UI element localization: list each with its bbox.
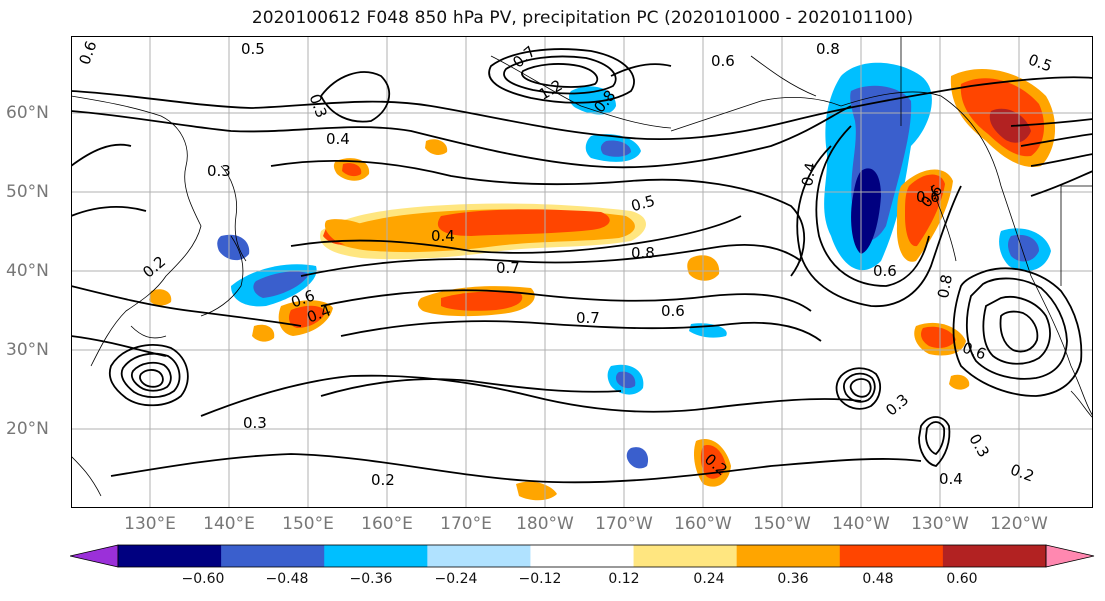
precip-neg-pacific-nw-core bbox=[1008, 234, 1039, 262]
colorbar-segment bbox=[324, 545, 428, 567]
lon-label: 160°W bbox=[674, 514, 732, 534]
precip-pos-hawaii-south-core bbox=[700, 445, 726, 479]
colorbar-segment bbox=[839, 545, 944, 567]
colorbar-segment bbox=[427, 545, 531, 567]
contour-label: 0.2 bbox=[371, 471, 395, 489]
precip-neg-subtropic bbox=[626, 447, 649, 469]
lon-label: 130°W bbox=[911, 514, 969, 534]
lon-label: 180°W bbox=[516, 514, 574, 534]
precip-shading bbox=[149, 62, 1056, 501]
graticule bbox=[71, 36, 1093, 508]
lat-label: 60°N bbox=[6, 103, 49, 123]
colorbar-segment bbox=[942, 545, 1047, 567]
colorbar-tick-label: −0.36 bbox=[349, 571, 393, 587]
colorbar-tick-label: 0.60 bbox=[946, 571, 978, 587]
colorbar-tick-label: 0.36 bbox=[777, 571, 809, 587]
contour-label: 0.8 bbox=[934, 273, 956, 300]
colorbar-segment bbox=[530, 545, 635, 567]
precip-pos-ca-coast-core bbox=[921, 326, 956, 348]
precip-neg-aleutian-core bbox=[600, 140, 631, 157]
colorbar-segment bbox=[70, 544, 119, 568]
contour-label: 0.4 bbox=[798, 161, 820, 188]
contour-label: 0.3 bbox=[207, 162, 231, 180]
precip-neg-japan-east-core bbox=[253, 271, 309, 298]
lon-label: 150°E bbox=[282, 514, 334, 534]
contour-label: 0.5 bbox=[629, 192, 657, 216]
contour-label: 0.5 bbox=[241, 40, 265, 58]
map-panel: 0.6 0.5 0.3 0.4 1.2 0.8 0.6 0.7 0.8 0.3 … bbox=[71, 36, 1093, 508]
contour-label: 0.3 bbox=[243, 414, 267, 432]
colorbar-tick-label: 0.24 bbox=[693, 571, 725, 587]
colorbar-segment bbox=[736, 545, 841, 567]
lat-label: 40°N bbox=[6, 261, 49, 281]
contour-label: 0.4 bbox=[431, 227, 455, 245]
colorbar-segment bbox=[1045, 544, 1095, 568]
precip-pos-aleutian-west-core bbox=[342, 163, 362, 177]
lon-label: 150°W bbox=[753, 514, 811, 534]
precip-pos-central-south-core bbox=[441, 291, 523, 311]
map-title: 2020100612 F048 850 hPa PV, precipitatio… bbox=[251, 8, 914, 28]
lat-label: 30°N bbox=[6, 340, 49, 360]
precip-pos-central-north-core bbox=[437, 209, 610, 236]
contour-label: 0.7 bbox=[496, 259, 520, 277]
precip-pos-east-midlat bbox=[949, 374, 970, 390]
contour-label: 0.6 bbox=[916, 188, 940, 206]
colorbar-segment bbox=[118, 545, 222, 567]
precip-pos-korea bbox=[149, 289, 172, 306]
precip-neg-alaska-gulf-core bbox=[851, 168, 881, 254]
contour-label: 0.8 bbox=[631, 244, 655, 262]
lon-label: 160°E bbox=[361, 514, 413, 534]
contour-label: 0.4 bbox=[326, 130, 350, 148]
colorbar-tick-label: −0.24 bbox=[434, 571, 478, 587]
lon-label: 170°W bbox=[595, 514, 653, 534]
lat-label: 20°N bbox=[6, 419, 49, 439]
contour-label: 0.8 bbox=[816, 40, 840, 58]
colorbar-segment bbox=[633, 545, 738, 567]
contour-label: 0.7 bbox=[576, 309, 600, 327]
precip-pos-west-small bbox=[252, 324, 275, 342]
contour-label: 0.6 bbox=[873, 262, 897, 280]
precip-pos-aleutian-east bbox=[425, 139, 448, 155]
precip-pos-nw-canada-core bbox=[989, 108, 1031, 143]
colorbar-segment bbox=[221, 545, 325, 567]
colorbar-tick-label: −0.60 bbox=[181, 571, 225, 587]
lon-label: 140°E bbox=[203, 514, 255, 534]
colorbar-tick-label: 0.12 bbox=[608, 571, 640, 587]
colorbar-tick-label: 0.48 bbox=[862, 571, 894, 587]
lat-label: 50°N bbox=[6, 182, 49, 202]
colorbar-frame bbox=[117, 544, 1047, 568]
pv-contours bbox=[71, 48, 1093, 484]
colorbar-tick-label: −0.12 bbox=[518, 571, 562, 587]
contour-label: 0.4 bbox=[939, 470, 963, 488]
lon-label: 130°E bbox=[124, 514, 176, 534]
lon-label: 170°E bbox=[440, 514, 492, 534]
precip-neg-hawaii-ne-core bbox=[615, 371, 636, 389]
contour-label: 0.6 bbox=[711, 52, 735, 70]
colorbar bbox=[70, 544, 1095, 568]
colorbar-tick-label: −0.48 bbox=[265, 571, 309, 587]
precip-pos-south-tropics bbox=[516, 481, 557, 501]
contour-label: 0.6 bbox=[661, 302, 685, 320]
lon-label: 120°W bbox=[990, 514, 1048, 534]
lon-label: 140°W bbox=[832, 514, 890, 534]
